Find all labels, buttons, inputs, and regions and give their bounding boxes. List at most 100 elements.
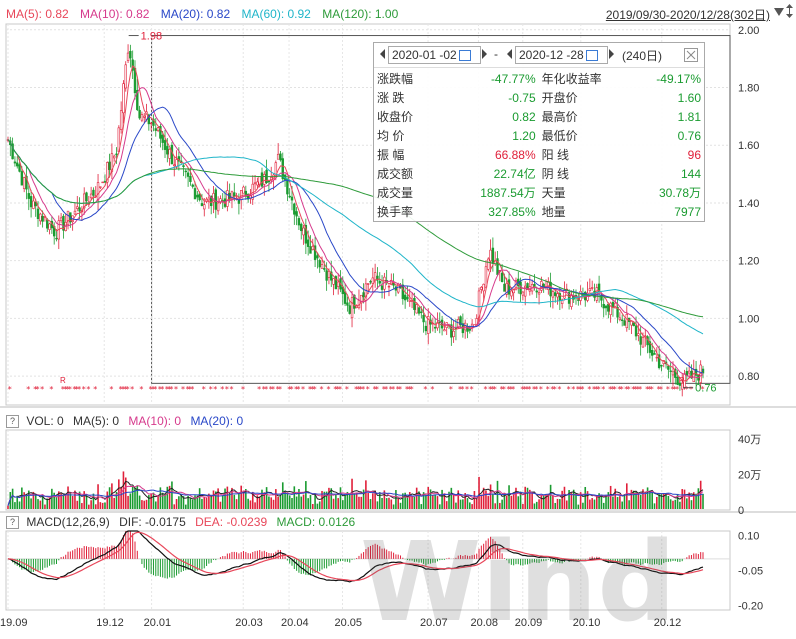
volume-panel-frame bbox=[5, 429, 731, 511]
candle-body bbox=[92, 189, 95, 196]
candle-body bbox=[147, 114, 151, 125]
next-start-arrow-icon[interactable] bbox=[482, 49, 487, 59]
volume-bar bbox=[270, 497, 273, 509]
chevron-down-icon[interactable] bbox=[774, 8, 784, 16]
volume-bar bbox=[189, 498, 192, 509]
candle-body bbox=[136, 90, 139, 111]
signal-star: * bbox=[66, 385, 70, 394]
candle-body bbox=[452, 330, 455, 337]
volume-bar bbox=[487, 496, 490, 509]
volume-bar bbox=[152, 492, 155, 509]
signal-star: * bbox=[634, 385, 638, 394]
stats-value: 30.78万 bbox=[658, 186, 701, 200]
candle-body bbox=[420, 311, 423, 313]
calendar-icon[interactable] bbox=[458, 50, 471, 62]
calendar-icon[interactable] bbox=[585, 50, 598, 62]
next-end-arrow-icon[interactable] bbox=[609, 49, 614, 59]
start-date-field[interactable]: 2020-01 -02 bbox=[388, 46, 481, 64]
volume-bar bbox=[609, 485, 612, 509]
volume-bar bbox=[411, 495, 413, 509]
volume-bar bbox=[367, 493, 369, 509]
volume-bar bbox=[300, 496, 303, 509]
volume-bar bbox=[475, 498, 478, 509]
volume-bar bbox=[198, 488, 201, 509]
candle-body bbox=[55, 237, 58, 240]
volume-bar bbox=[540, 495, 543, 509]
help-icon[interactable]: ? bbox=[6, 516, 19, 530]
candle-body bbox=[681, 382, 684, 390]
signal-star: * bbox=[301, 385, 305, 394]
candle-body bbox=[655, 356, 659, 359]
volume-bar bbox=[522, 503, 524, 509]
candle-body bbox=[113, 155, 116, 159]
volume-bar bbox=[150, 493, 152, 509]
signal-star: * bbox=[257, 385, 261, 394]
volume-bar bbox=[503, 492, 506, 509]
stats-value: -49.17% bbox=[656, 71, 701, 86]
volume-bar bbox=[48, 497, 51, 509]
volume-bar bbox=[268, 496, 270, 509]
signal-star: * bbox=[550, 385, 554, 394]
ma20-label: MA(20): 0.82 bbox=[160, 7, 231, 21]
candle-body bbox=[101, 181, 104, 184]
volume-bar bbox=[37, 499, 39, 509]
close-icon[interactable] bbox=[684, 48, 698, 62]
vol-ma10: MA(10): 0 bbox=[128, 414, 182, 428]
volume-bar bbox=[651, 491, 654, 509]
volume-bar bbox=[221, 495, 224, 509]
volume-bar bbox=[637, 493, 640, 509]
date-range-selector[interactable]: 2019/09/30-2020/12/28(302日) bbox=[605, 8, 770, 22]
signal-star: * bbox=[336, 385, 340, 394]
volume-bar bbox=[568, 489, 570, 509]
volume-bar bbox=[295, 496, 298, 509]
candle-body bbox=[256, 181, 259, 186]
signal-star: * bbox=[26, 385, 30, 394]
candle-body bbox=[590, 287, 594, 289]
signal-star: * bbox=[620, 385, 624, 394]
volume-bar bbox=[342, 500, 344, 509]
prev-end-arrow-icon[interactable] bbox=[507, 49, 512, 59]
signal-star: * bbox=[181, 385, 185, 394]
signal-star: * bbox=[361, 385, 365, 394]
candle-body bbox=[482, 283, 485, 292]
candle-body bbox=[200, 203, 204, 206]
candle-body bbox=[427, 316, 430, 334]
signal-star: * bbox=[384, 385, 388, 394]
volume-bar bbox=[46, 498, 49, 509]
volume-bar bbox=[337, 498, 339, 509]
candle-body bbox=[653, 353, 656, 355]
candle-body bbox=[166, 146, 169, 155]
candle-body bbox=[309, 246, 312, 254]
volume-tick-label: 20万 bbox=[738, 469, 761, 481]
candle-body bbox=[551, 291, 555, 298]
end-date-field[interactable]: 2020-12 -28 bbox=[515, 46, 608, 64]
volume-bar bbox=[127, 495, 129, 509]
help-icon[interactable]: ? bbox=[6, 415, 19, 429]
candle-body bbox=[48, 223, 51, 230]
signal-star: * bbox=[490, 385, 494, 394]
prev-start-arrow-icon[interactable] bbox=[380, 49, 385, 59]
candle-body bbox=[129, 50, 132, 59]
vertical-range-icon[interactable] bbox=[785, 4, 794, 18]
volume-bar bbox=[180, 494, 182, 509]
volume-bar bbox=[535, 501, 538, 509]
signal-star: * bbox=[109, 385, 113, 394]
stats-key: 开盘价 bbox=[541, 91, 578, 105]
signal-star: * bbox=[167, 385, 171, 394]
volume-bar bbox=[62, 494, 65, 509]
candle-body bbox=[625, 314, 629, 329]
volume-bar bbox=[547, 493, 550, 509]
candle-body bbox=[276, 153, 280, 160]
signal-star: * bbox=[638, 385, 642, 394]
volume-bar bbox=[323, 491, 326, 509]
candle-body bbox=[103, 181, 107, 183]
volume-bar bbox=[187, 495, 189, 509]
candle-body bbox=[170, 144, 174, 165]
signal-star: * bbox=[483, 385, 487, 394]
volume-bar bbox=[34, 495, 37, 509]
ma60-label: MA(60): 0.92 bbox=[241, 7, 311, 21]
candle-body bbox=[267, 180, 271, 183]
stats-row: 成交额 22.74亿阴 线 144 bbox=[374, 164, 704, 183]
volume-bar bbox=[679, 501, 681, 509]
volume-bar bbox=[365, 480, 367, 509]
